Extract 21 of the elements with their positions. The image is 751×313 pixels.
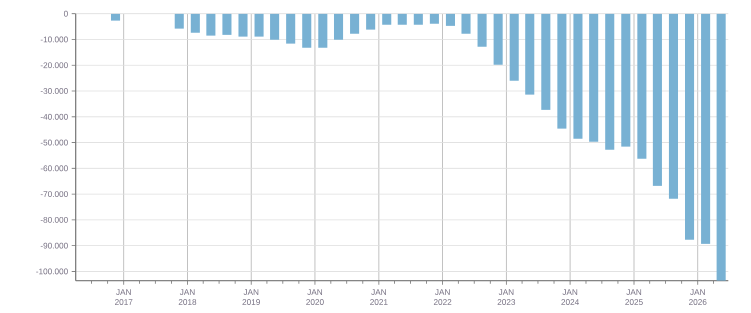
y-tick-label: -30.000 <box>40 88 68 94</box>
x-tick-label: JAN 2025 <box>625 289 643 305</box>
x-tick-label: JAN 2026 <box>689 289 707 305</box>
x-tick-label: JAN 2021 <box>370 289 388 305</box>
y-tick-label: -50.000 <box>40 140 68 146</box>
y-tick-label: 0 <box>64 10 68 17</box>
y-tick-label: -40.000 <box>40 114 68 120</box>
x-tick-label: JAN 2024 <box>561 289 579 305</box>
y-tick-label: -20.000 <box>40 62 68 68</box>
x-tick-label: JAN 2019 <box>242 289 260 305</box>
x-tick-label: JAN 2020 <box>306 289 324 305</box>
x-tick-label: JAN 2022 <box>434 289 452 305</box>
x-tick-label: JAN 2023 <box>498 289 516 305</box>
y-tick-label: -60.000 <box>40 165 68 172</box>
y-tick-label: -90.000 <box>40 242 68 249</box>
y-tick-label: -70.000 <box>40 191 68 198</box>
y-tick-label: -10.000 <box>40 36 68 42</box>
y-tick-label: -100.000 <box>36 268 68 274</box>
y-tick-label: -80.000 <box>40 216 68 223</box>
x-tick-label: JAN 2017 <box>115 289 132 305</box>
x-tick-label: JAN 2018 <box>178 289 196 305</box>
